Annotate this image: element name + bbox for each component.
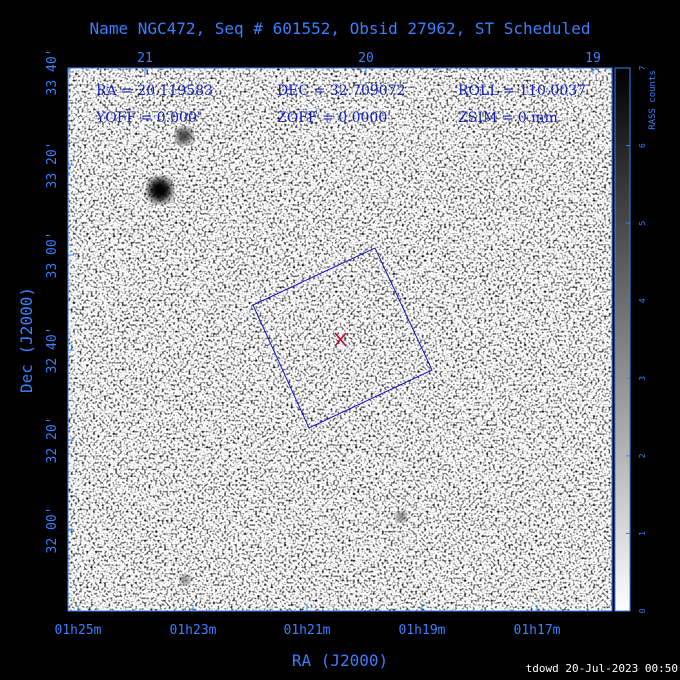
colorbar-tick-label: 0 — [638, 608, 647, 613]
colorbar-tick-label: 1 — [638, 531, 647, 536]
x-label: RA (J2000) — [292, 651, 388, 670]
left-tick-label: 33 40' — [45, 49, 60, 96]
bottom-tick-label: 01h25m — [55, 623, 102, 638]
colorbar — [614, 67, 631, 612]
info-text: ZSIM = 0 mm — [458, 110, 558, 126]
left-tick-label: 32 00' — [45, 507, 60, 554]
footer: tdowd 20-Jul-2023 00:50 — [526, 662, 678, 675]
colorbar-tick-label: 2 — [638, 453, 647, 458]
bottom-tick-label: 01h23m — [170, 623, 217, 638]
info-text: ZOFF = 0.0000' — [277, 110, 391, 126]
left-tick-label: 33 20' — [45, 142, 60, 189]
field-outline — [252, 247, 433, 429]
colorbar-tick-label: 4 — [638, 298, 647, 303]
info-text: ROLL = 110.0037 — [458, 83, 586, 99]
info-text: YOFF = 0.000' — [95, 110, 201, 126]
source — [180, 575, 190, 585]
bottom-tick-label: 01h19m — [399, 623, 446, 638]
info-text: RA = 20.119583 — [96, 83, 213, 99]
frame — [67, 67, 613, 612]
source — [176, 128, 192, 144]
source — [148, 178, 172, 202]
top-tick-label: 19 — [585, 51, 601, 66]
title: Name NGC472, Seq # 601552, Obsid 27962, … — [90, 19, 591, 38]
left-tick-label: 32 40' — [45, 327, 60, 374]
colorbar-tick-label: 6 — [638, 143, 647, 148]
colorbar-tick-label: 3 — [638, 376, 647, 381]
left-tick-label: 32 20' — [45, 417, 60, 464]
colorbar-tick-label: 5 — [638, 221, 647, 226]
y-label: Dec (J2000) — [17, 287, 36, 393]
top-tick-label: 20 — [358, 51, 374, 66]
bottom-tick-label: 01h21m — [284, 623, 331, 638]
colorbar-tick-label: 7 — [638, 65, 647, 70]
aim-point — [334, 332, 347, 347]
source — [396, 512, 406, 522]
colorbar-label: RASS counts — [648, 70, 658, 130]
top-tick-label: 21 — [137, 51, 153, 66]
info-text: DEC = 32.709072 — [277, 83, 406, 99]
left-tick-label: 33 00' — [45, 232, 60, 279]
bottom-tick-label: 01h17m — [514, 623, 561, 638]
